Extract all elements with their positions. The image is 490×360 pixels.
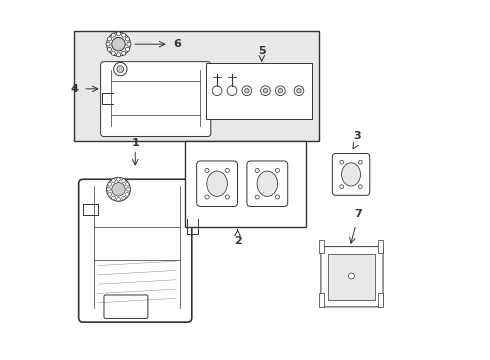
Circle shape: [108, 183, 112, 186]
FancyBboxPatch shape: [332, 153, 370, 195]
Text: 2: 2: [234, 236, 242, 246]
Circle shape: [359, 160, 362, 164]
Circle shape: [297, 89, 301, 93]
Circle shape: [117, 198, 121, 201]
Circle shape: [122, 179, 125, 183]
Circle shape: [275, 195, 279, 199]
Circle shape: [205, 195, 209, 199]
Circle shape: [275, 168, 279, 172]
Circle shape: [255, 195, 259, 199]
Circle shape: [263, 89, 268, 93]
Circle shape: [107, 48, 112, 51]
Text: 1: 1: [131, 138, 139, 148]
Circle shape: [340, 160, 343, 164]
Ellipse shape: [342, 163, 361, 186]
Circle shape: [245, 89, 249, 93]
Circle shape: [278, 89, 283, 93]
Circle shape: [125, 183, 129, 186]
Circle shape: [112, 183, 125, 196]
Circle shape: [359, 185, 362, 189]
Text: 7: 7: [355, 209, 363, 219]
Circle shape: [205, 168, 209, 172]
Circle shape: [106, 42, 110, 46]
Circle shape: [117, 32, 121, 36]
FancyBboxPatch shape: [247, 161, 288, 207]
Circle shape: [212, 86, 222, 95]
Text: 6: 6: [173, 39, 181, 49]
FancyBboxPatch shape: [318, 239, 324, 253]
Circle shape: [111, 33, 115, 37]
FancyBboxPatch shape: [328, 254, 375, 300]
FancyBboxPatch shape: [74, 31, 319, 141]
Text: 3: 3: [353, 131, 361, 141]
Circle shape: [112, 196, 115, 200]
Circle shape: [117, 66, 123, 72]
Circle shape: [125, 193, 129, 196]
Circle shape: [348, 273, 354, 279]
FancyBboxPatch shape: [104, 295, 148, 319]
Circle shape: [127, 42, 131, 46]
FancyBboxPatch shape: [100, 62, 211, 136]
Circle shape: [340, 185, 343, 189]
FancyBboxPatch shape: [206, 63, 312, 118]
Circle shape: [242, 86, 252, 95]
Circle shape: [227, 86, 237, 95]
FancyBboxPatch shape: [378, 293, 383, 306]
Circle shape: [122, 196, 125, 200]
Circle shape: [125, 37, 129, 41]
Circle shape: [112, 37, 125, 51]
Ellipse shape: [257, 171, 278, 196]
Circle shape: [122, 51, 126, 55]
Circle shape: [107, 32, 130, 56]
Circle shape: [225, 195, 229, 199]
Circle shape: [255, 168, 259, 172]
Circle shape: [117, 177, 121, 181]
Text: 5: 5: [258, 46, 266, 57]
Circle shape: [127, 188, 130, 191]
FancyBboxPatch shape: [79, 179, 192, 322]
Circle shape: [114, 62, 127, 76]
Circle shape: [225, 168, 229, 172]
Circle shape: [111, 51, 115, 55]
FancyBboxPatch shape: [196, 161, 238, 207]
Circle shape: [117, 53, 121, 57]
FancyBboxPatch shape: [185, 141, 306, 226]
Circle shape: [122, 33, 126, 37]
Circle shape: [275, 86, 285, 95]
Ellipse shape: [207, 171, 227, 196]
Circle shape: [125, 48, 129, 51]
Circle shape: [108, 193, 112, 196]
FancyBboxPatch shape: [318, 293, 324, 306]
Circle shape: [107, 188, 110, 191]
Circle shape: [107, 177, 130, 201]
FancyBboxPatch shape: [378, 239, 383, 253]
Text: 4: 4: [71, 84, 78, 94]
Circle shape: [107, 37, 112, 41]
Circle shape: [294, 86, 304, 95]
Circle shape: [261, 86, 270, 95]
Circle shape: [112, 179, 115, 183]
FancyBboxPatch shape: [321, 247, 383, 307]
